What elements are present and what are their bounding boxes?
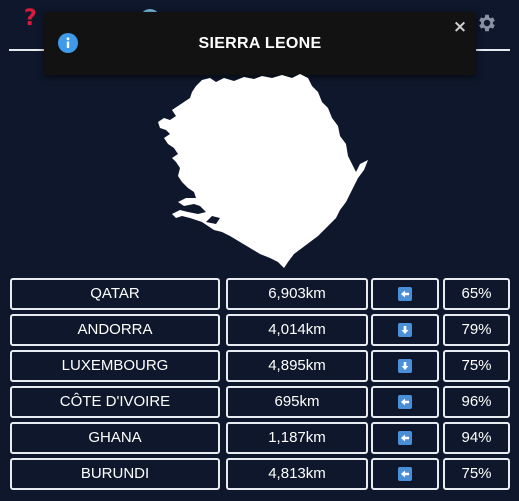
guess-country: GHANA — [10, 422, 220, 454]
guess-distance: 6,903km — [226, 278, 368, 310]
guess-distance: 4,813km — [226, 458, 368, 490]
guess-proximity: 94% — [443, 422, 510, 454]
guess-row: GHANA 1,187km 94% — [10, 422, 510, 454]
guess-proximity: 65% — [443, 278, 510, 310]
guess-direction — [371, 278, 439, 310]
guess-country: BURUNDI — [10, 458, 220, 490]
guess-proximity: 75% — [443, 458, 510, 490]
guess-direction — [371, 386, 439, 418]
guess-country: CÔTE D'IVOIRE — [10, 386, 220, 418]
answer-toast: SIERRA LEONE × — [44, 12, 476, 75]
arrow-left-icon — [398, 287, 412, 301]
guess-country: QATAR — [10, 278, 220, 310]
guess-country: ANDORRA — [10, 314, 220, 346]
guess-row: CÔTE D'IVOIRE 695km 96% — [10, 386, 510, 418]
arrow-left-icon — [398, 431, 412, 445]
guess-direction — [371, 314, 439, 346]
arrow-down-icon — [398, 359, 412, 373]
guess-distance: 4,895km — [226, 350, 368, 382]
guess-direction — [371, 422, 439, 454]
toast-title: SIERRA LEONE — [198, 35, 322, 52]
close-icon[interactable]: × — [452, 17, 468, 37]
guess-row: LUXEMBOURG 4,895km 75% — [10, 350, 510, 382]
guess-distance: 4,014km — [226, 314, 368, 346]
guess-direction — [371, 458, 439, 490]
arrow-left-icon — [398, 467, 412, 481]
arrow-down-icon — [398, 323, 412, 337]
guess-row: QATAR 6,903km 65% — [10, 278, 510, 310]
guess-distance: 695km — [226, 386, 368, 418]
country-silhouette — [158, 74, 368, 268]
guess-row: ANDORRA 4,014km 79% — [10, 314, 510, 346]
guess-row: BURUNDI 4,813km 75% — [10, 458, 510, 490]
arrow-left-icon — [398, 395, 412, 409]
header-divider-right — [470, 49, 510, 51]
info-icon — [58, 33, 78, 53]
guess-distance: 1,187km — [226, 422, 368, 454]
gear-icon[interactable] — [476, 12, 498, 34]
guess-proximity: 96% — [443, 386, 510, 418]
guess-list: QATAR 6,903km 65% ANDORRA 4,014km 79% — [10, 278, 510, 494]
header-divider-left — [9, 49, 49, 51]
guess-proximity: 75% — [443, 350, 510, 382]
guess-proximity: 79% — [443, 314, 510, 346]
guess-direction — [371, 350, 439, 382]
help-icon[interactable]: ? — [24, 6, 37, 31]
guess-country: LUXEMBOURG — [10, 350, 220, 382]
